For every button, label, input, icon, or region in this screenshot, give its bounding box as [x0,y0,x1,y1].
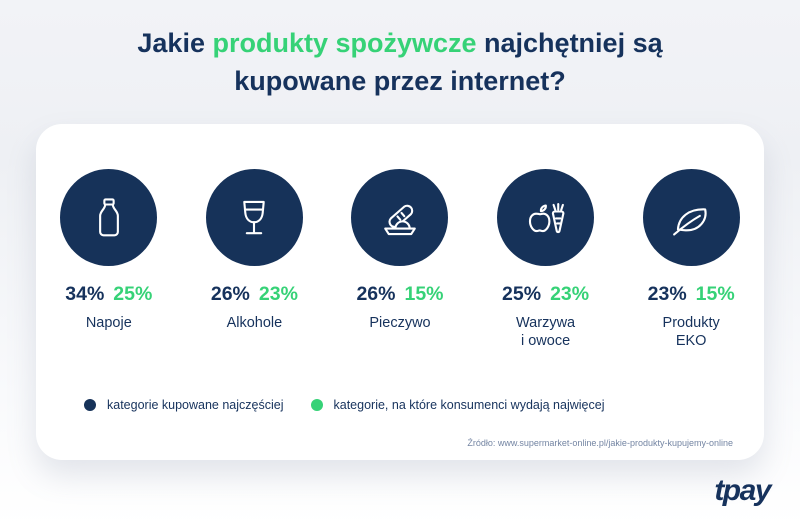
bread-icon [351,169,449,266]
green-dot-icon [310,399,323,411]
category-columns: 34% 25% Napoje 26% 23% Alkohole [36,124,764,350]
apple-carrot-icon [497,169,595,266]
category-warzywa-owoce: 25% 23% Warzywa i owoce [473,169,619,350]
page-title: Jakie produkty spożywcze najchętniej są … [0,24,800,100]
legend-label: kategorie, na które konsumenci wydają na… [333,398,605,412]
pct-most-bought: 23% [647,283,687,305]
pct-most-spent: 23% [550,283,590,305]
legend-item-spent: kategorie, na które konsumenci wydają na… [310,398,605,412]
category-label: Produkty EKO [662,315,720,349]
pct-most-bought: 25% [502,283,542,305]
legend-item-bought: kategorie kupowane najczęściej [84,398,284,412]
category-stats: 26% 23% [211,283,298,306]
pct-most-bought: 34% [65,283,105,305]
category-stats: 23% 15% [648,283,735,306]
pct-most-spent: 25% [113,283,153,305]
category-produkty-eko: 23% 15% Produkty EKO [618,169,764,350]
category-napoje: 34% 25% Napoje [36,169,182,350]
legend: kategorie kupowane najczęściej kategorie… [84,398,604,412]
wine-glass-icon [205,169,303,266]
title-line2: kupowane przez internet? [234,66,566,96]
pct-most-bought: 26% [356,283,396,305]
pct-most-spent: 15% [404,283,444,305]
pct-most-spent: 15% [695,283,735,305]
leaf-icon [642,169,740,266]
infographic-card: 34% 25% Napoje 26% 23% Alkohole [36,124,764,460]
pct-most-spent: 23% [258,283,298,305]
category-label: Warzywa i owoce [516,315,576,349]
navy-dot-icon [84,399,96,411]
source-note: Źródło: www.supermarket-online.pl/jakie-… [467,438,733,448]
category-pieczywo: 26% 15% Pieczywo [327,169,473,350]
category-stats: 26% 15% [356,283,443,306]
category-label: Pieczywo [369,315,431,331]
bottle-icon [60,169,158,266]
pct-most-bought: 26% [210,283,250,305]
category-stats: 25% 23% [502,283,589,306]
legend-label: kategorie kupowane najczęściej [107,398,284,412]
title-line1: Jakie produkty spożywcze najchętniej są [137,28,663,58]
title-highlight: produkty spożywcze [212,28,477,58]
category-alkohole: 26% 23% Alkohole [182,169,328,350]
category-label: Alkohole [226,315,283,331]
category-label: Napoje [85,315,132,331]
category-stats: 34% 25% [65,283,152,306]
tpay-logo: tpay [714,474,771,507]
